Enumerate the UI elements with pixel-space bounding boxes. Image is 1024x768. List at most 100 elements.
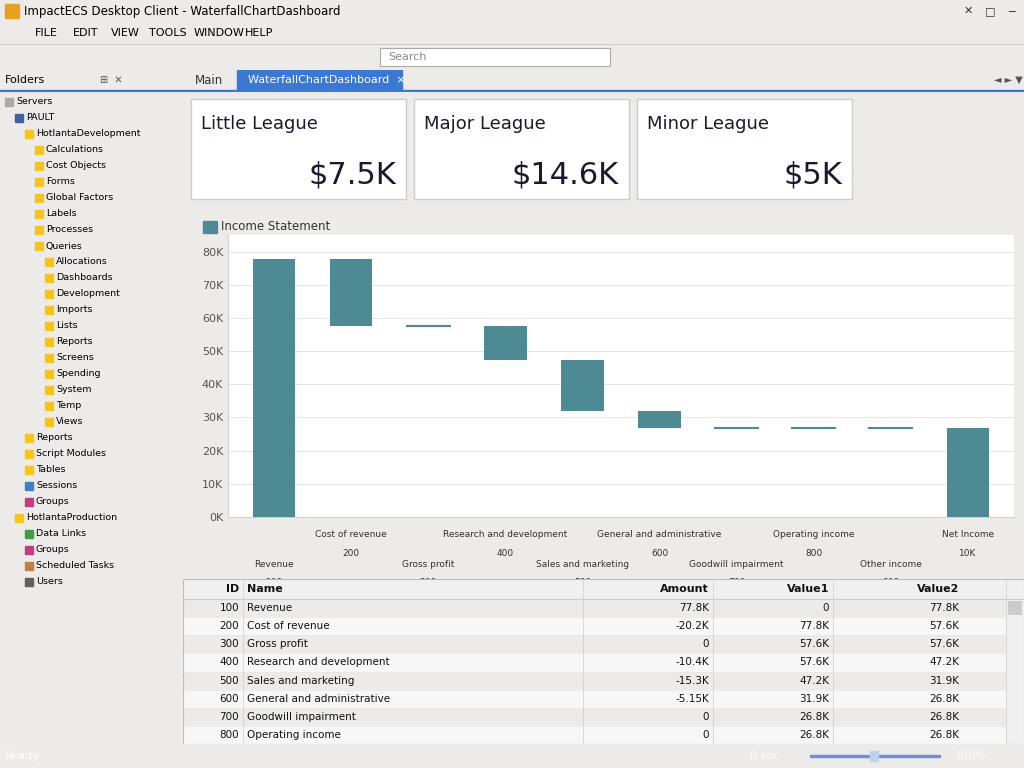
Text: 0 sec: 0 sec (750, 751, 779, 761)
Text: 800: 800 (219, 730, 239, 740)
Text: PAULT: PAULT (26, 114, 54, 123)
Text: 26.8K: 26.8K (929, 730, 959, 740)
Text: $7.5K: $7.5K (308, 161, 396, 190)
Text: 400: 400 (497, 548, 514, 558)
Text: -15.3K: -15.3K (675, 676, 709, 686)
Text: 400: 400 (219, 657, 239, 667)
Bar (25, 434, 33, 442)
Text: 77.8K: 77.8K (799, 621, 829, 631)
Bar (45, 274, 53, 282)
Bar (637, 99, 852, 199)
Text: Sales and marketing: Sales and marketing (536, 560, 629, 569)
Text: HELP: HELP (245, 28, 272, 38)
Bar (35, 242, 43, 250)
Text: Queries: Queries (46, 241, 83, 250)
Bar (5, 98, 13, 106)
Bar (330, 259, 373, 326)
Bar (870, 751, 878, 761)
Bar (484, 326, 526, 360)
Text: Temp: Temp (56, 402, 81, 411)
Bar (25, 130, 33, 138)
Bar (35, 146, 43, 154)
Text: ImpactECS Desktop Client - WaterfallChartDashboard: ImpactECS Desktop Client - WaterfallChar… (24, 5, 341, 18)
Text: Tables: Tables (36, 465, 66, 475)
Text: Data Links: Data Links (36, 529, 86, 538)
Text: $14.6K: $14.6K (512, 161, 618, 190)
Text: 700: 700 (219, 712, 239, 722)
Text: ⊞  ✕: ⊞ ✕ (100, 75, 123, 85)
Text: 700: 700 (728, 578, 745, 588)
Bar (45, 306, 53, 314)
Bar (45, 370, 53, 378)
Bar (25, 578, 33, 586)
Text: 300: 300 (219, 639, 239, 649)
Bar (237, 70, 402, 90)
Bar (1006, 579, 1024, 744)
Text: 100: 100 (265, 578, 283, 588)
Text: System: System (56, 386, 91, 395)
Text: Calculations: Calculations (46, 145, 104, 154)
Text: Income Statement: Income Statement (221, 220, 331, 233)
Text: 500: 500 (573, 578, 591, 588)
Bar (25, 450, 33, 458)
Text: Scheduled Tasks: Scheduled Tasks (36, 561, 114, 571)
Text: 26.8K: 26.8K (799, 730, 829, 740)
Bar (191, 99, 406, 199)
Text: 200: 200 (343, 548, 359, 558)
Text: 57.6K: 57.6K (799, 639, 829, 649)
Text: Net Income: Net Income (942, 530, 994, 539)
Bar (35, 178, 43, 186)
Text: Research and development: Research and development (443, 530, 567, 539)
Text: 31.9K: 31.9K (929, 676, 959, 686)
Text: 47.2K: 47.2K (799, 676, 829, 686)
Text: Other income: Other income (860, 560, 922, 569)
Text: Minor League: Minor League (647, 115, 769, 133)
Text: $5K: $5K (783, 161, 842, 190)
Text: WINDOW: WINDOW (194, 28, 245, 38)
Text: Revenue: Revenue (247, 603, 292, 613)
Text: Goodwill impairment: Goodwill impairment (689, 560, 783, 569)
Bar (1008, 601, 1022, 615)
Text: Groups: Groups (36, 498, 70, 507)
Text: HotlantaProduction: HotlantaProduction (26, 514, 117, 522)
Text: Users: Users (36, 578, 62, 587)
Bar (35, 210, 43, 218)
Bar (35, 194, 43, 202)
Text: Ready: Ready (5, 751, 40, 761)
Bar (810, 755, 940, 757)
Text: 26.8K: 26.8K (929, 694, 959, 703)
Text: Gross profit: Gross profit (247, 639, 308, 649)
Bar (45, 290, 53, 298)
Bar (638, 411, 681, 428)
Text: Processes: Processes (46, 226, 93, 234)
Text: Amount: Amount (660, 584, 709, 594)
Text: 10K: 10K (959, 548, 977, 558)
Text: 57.6K: 57.6K (799, 657, 829, 667)
Bar (25, 482, 33, 490)
Text: 0: 0 (702, 712, 709, 722)
Text: Name: Name (247, 584, 283, 594)
Bar (45, 258, 53, 266)
Text: 57.6K: 57.6K (929, 639, 959, 649)
Text: EDIT: EDIT (73, 28, 98, 38)
Text: 500: 500 (219, 676, 239, 686)
Text: Imports: Imports (56, 306, 92, 315)
Text: Dashboards: Dashboards (56, 273, 113, 283)
Text: Little League: Little League (201, 115, 317, 133)
Text: Operating income: Operating income (247, 730, 341, 740)
Bar (45, 354, 53, 362)
Text: Research and development: Research and development (247, 657, 389, 667)
Text: 0: 0 (702, 730, 709, 740)
Text: Gross profit: Gross profit (402, 560, 455, 569)
Text: 0: 0 (822, 603, 829, 613)
Bar (183, 617, 1006, 635)
Bar (380, 48, 610, 66)
Text: Lists: Lists (56, 322, 78, 330)
Bar (183, 690, 1006, 708)
Text: Cost Objects: Cost Objects (46, 161, 106, 170)
Bar (5, 4, 19, 18)
Text: 0: 0 (702, 639, 709, 649)
Text: □: □ (985, 6, 995, 16)
Text: -10.4K: -10.4K (676, 657, 709, 667)
Text: Folders: Folders (5, 75, 45, 85)
